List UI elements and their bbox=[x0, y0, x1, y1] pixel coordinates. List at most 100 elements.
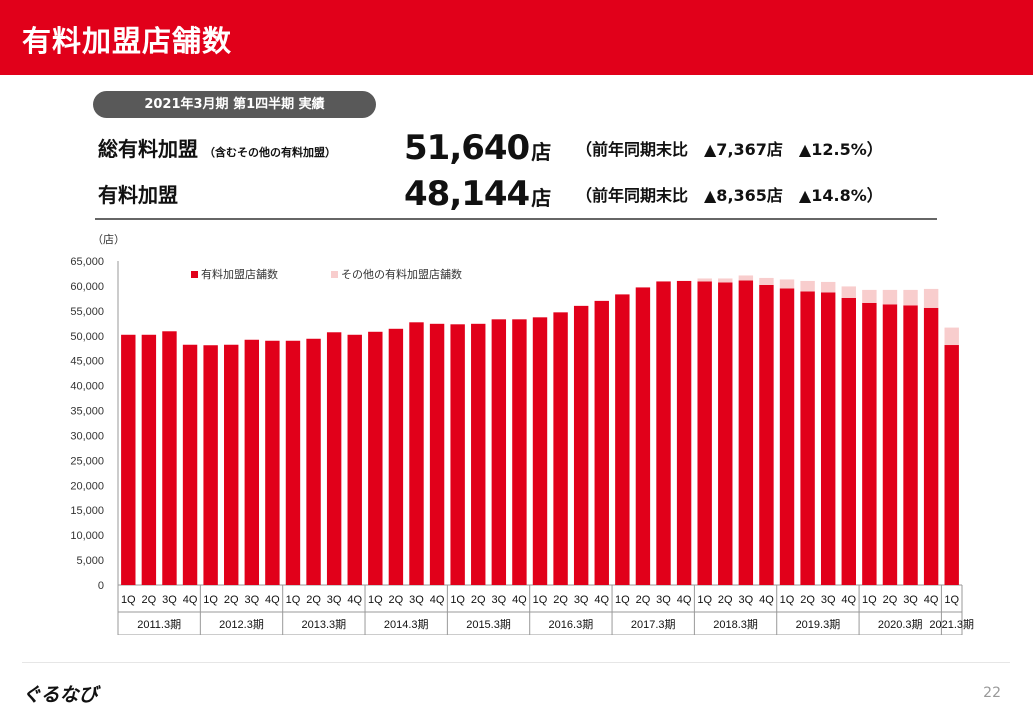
y-tick-label: 15,000 bbox=[70, 505, 104, 517]
bar-paid bbox=[676, 280, 692, 585]
y-tick-label: 10,000 bbox=[70, 530, 104, 542]
fiscal-year-label: 2021.3期 bbox=[929, 618, 974, 631]
bar-paid bbox=[800, 291, 815, 585]
bar-other bbox=[944, 327, 959, 346]
y-tick-label: 60,000 bbox=[70, 281, 104, 293]
x-tick-label: 3Q bbox=[409, 594, 424, 606]
bar-other bbox=[923, 288, 939, 308]
x-tick-label: 1Q bbox=[286, 594, 301, 606]
y-tick-label: 25,000 bbox=[70, 455, 104, 467]
bar-paid bbox=[820, 292, 836, 585]
x-tick-label: 2Q bbox=[553, 594, 568, 606]
x-tick-label: 4Q bbox=[677, 594, 692, 606]
y-tick-label: 35,000 bbox=[70, 406, 104, 418]
bar-paid bbox=[182, 344, 198, 585]
x-tick-label: 3Q bbox=[244, 594, 259, 606]
x-tick-label: 4Q bbox=[841, 594, 856, 606]
bar-paid bbox=[224, 344, 239, 585]
page-number: 22 bbox=[983, 685, 1001, 701]
total-sublabel: （含むその他の有料加盟） bbox=[204, 146, 336, 159]
x-tick-label: 4Q bbox=[594, 594, 609, 606]
bar-paid bbox=[532, 317, 548, 585]
x-tick-label: 1Q bbox=[862, 594, 877, 606]
footer-divider bbox=[22, 662, 1010, 663]
stores-bar-chart: （店） 0 5,000 10,000 15,000 20,000 25,000 30,000 3… bbox=[70, 232, 974, 635]
y-unit-label: （店） bbox=[92, 232, 125, 246]
x-tick-label: 2Q bbox=[224, 594, 239, 606]
bar-paid bbox=[265, 340, 280, 585]
legend-label-other: その他の有料加盟店舗数 bbox=[341, 267, 462, 281]
bar-paid bbox=[862, 302, 877, 585]
x-tick-label: 3Q bbox=[821, 594, 836, 606]
y-tick-label: 0 bbox=[98, 580, 104, 592]
x-tick-label: 4Q bbox=[759, 594, 774, 606]
legend-swatch-paid bbox=[191, 271, 198, 278]
bar-paid bbox=[388, 328, 404, 585]
legend-label-paid: 有料加盟店舗数 bbox=[201, 267, 278, 281]
x-tick-label: 4Q bbox=[430, 594, 445, 606]
summary-row-paid: 有料加盟 48,144 店 （前年同期末比 ▲8,365店 ▲14.8%） bbox=[98, 172, 918, 214]
bar-paid bbox=[656, 281, 671, 585]
fiscal-year-label: 2014.3期 bbox=[384, 618, 429, 631]
x-tick-label: 3Q bbox=[162, 594, 177, 606]
bar-paid bbox=[306, 338, 321, 585]
bar-paid bbox=[903, 305, 918, 585]
bar-paid bbox=[697, 281, 712, 585]
bar-paid bbox=[841, 297, 856, 585]
total-unit: 店 bbox=[531, 140, 551, 164]
bar-paid bbox=[244, 339, 260, 585]
fiscal-year-label: 2020.3期 bbox=[878, 618, 923, 631]
bar-other bbox=[862, 289, 877, 303]
total-label: 総有料加盟 （含むその他の有料加盟） bbox=[98, 137, 336, 161]
page-title: 有料加盟店舗数 bbox=[22, 24, 233, 58]
x-tick-label: 1Q bbox=[533, 594, 548, 606]
bar-paid bbox=[923, 307, 939, 585]
x-tick-label: 3Q bbox=[656, 594, 671, 606]
bar-paid bbox=[759, 284, 774, 585]
bar-paid bbox=[635, 287, 651, 585]
x-tick-label: 2Q bbox=[306, 594, 321, 606]
x-tick-label: 2Q bbox=[389, 594, 404, 606]
x-tick-label: 1Q bbox=[944, 594, 959, 606]
x-tick-label: 2Q bbox=[800, 594, 815, 606]
bar-paid bbox=[429, 323, 445, 585]
legend-swatch-other bbox=[331, 271, 338, 278]
bar-other bbox=[903, 289, 918, 306]
x-tick-label: 4Q bbox=[265, 594, 280, 606]
x-tick-label: 1Q bbox=[450, 594, 465, 606]
fiscal-year-label: 2019.3期 bbox=[796, 618, 841, 631]
bar-other bbox=[738, 275, 754, 281]
bar-paid bbox=[594, 300, 609, 585]
bar-other bbox=[759, 277, 774, 285]
y-tick-label: 20,000 bbox=[70, 480, 104, 492]
header-bar: 有料加盟店舗数 bbox=[0, 0, 1033, 75]
x-tick-label: 4Q bbox=[512, 594, 527, 606]
x-tick-label: 2Q bbox=[883, 594, 898, 606]
bar-paid bbox=[718, 282, 733, 585]
bar-paid bbox=[615, 294, 630, 585]
x-tick-label: 3Q bbox=[903, 594, 918, 606]
fiscal-year-label: 2012.3期 bbox=[219, 618, 264, 631]
bar-paid bbox=[121, 334, 136, 585]
fiscal-year-label: 2017.3期 bbox=[631, 618, 676, 631]
bar-other bbox=[697, 278, 712, 282]
summary-divider bbox=[95, 218, 937, 220]
fiscal-year-label: 2011.3期 bbox=[137, 618, 181, 631]
fiscal-year-label: 2018.3期 bbox=[713, 618, 758, 631]
x-tick-label: 4Q bbox=[347, 594, 362, 606]
bar-paid bbox=[882, 304, 898, 585]
bar-paid bbox=[491, 319, 507, 585]
y-tick-label: 40,000 bbox=[70, 381, 104, 393]
x-tick-label: 1Q bbox=[368, 594, 383, 606]
y-tick-label: 55,000 bbox=[70, 306, 104, 318]
x-tick-label: 2Q bbox=[471, 594, 486, 606]
bar-paid bbox=[203, 345, 218, 585]
y-tick-label: 45,000 bbox=[70, 356, 104, 368]
total-comparison: （前年同期末比 ▲7,367店 ▲12.5%） bbox=[576, 140, 883, 159]
gurunavi-logo: ぐるなび bbox=[22, 684, 98, 706]
x-tick-label: 1Q bbox=[615, 594, 630, 606]
x-tick-label: 3Q bbox=[739, 594, 754, 606]
x-tick-label: 1Q bbox=[697, 594, 712, 606]
x-tick-label: 2Q bbox=[718, 594, 733, 606]
bar-paid bbox=[471, 323, 486, 585]
